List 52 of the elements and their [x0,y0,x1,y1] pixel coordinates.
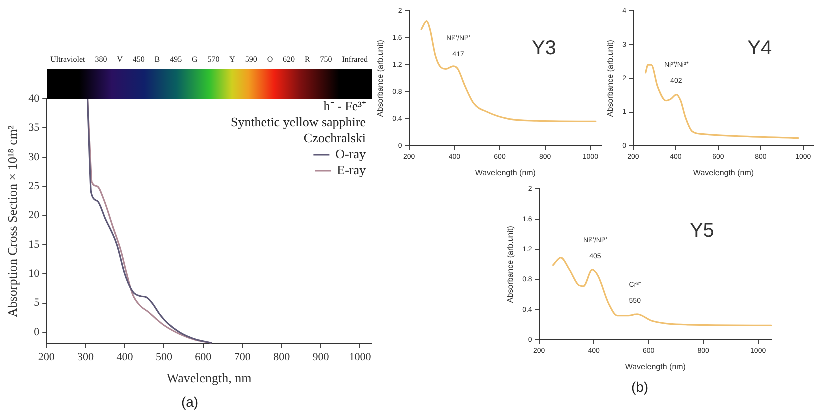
x-tick-label: 700 [234,352,252,364]
x-tick-label: 900 [312,352,330,364]
text: Infrared [342,55,368,64]
text: O [267,55,274,64]
text: V [117,55,123,64]
x-axis-title: Wavelength (nm) [625,362,686,372]
y-tick-label: 25 [28,180,40,192]
x-axis-title: Wavelength, nm [166,370,252,386]
x-tick-label: 200 [38,352,56,364]
text: 750 [320,55,332,64]
legend-label: O-ray [336,146,366,162]
x-tick-label: 300 [78,352,95,364]
x-tick-label: 1000 [349,352,372,364]
y-tick-label: 15 [28,238,40,251]
text: 380 [95,55,108,64]
y-tick-label: 5 [34,297,40,310]
text: (b) [630,379,650,395]
text: Y [230,55,236,64]
text: 590 [245,55,258,64]
y-tick-label: 35 [28,122,40,134]
x-axis-title: Wavelength (nm) [475,168,536,178]
x-axis-title: Wavelength (nm) [693,168,754,178]
legend-title: h⁻ - Fe³⁺ Synthetic yellow sapphire Czochralski [230,98,366,146]
x-tick-label: 400 [116,352,134,364]
text: R [304,55,310,64]
y-tick-label: 10 [28,268,40,280]
text: Y3 [532,37,556,60]
x-tick-label: 600 [195,352,212,364]
text: Ultraviolet [50,55,86,64]
y-axis-title: Absorbance (arb.unit) [506,226,516,304]
text: 495 [170,55,182,64]
y-tick-label: 0 [34,326,40,338]
y-tick-label: 30 [28,151,40,164]
text: B [154,55,160,64]
x-tick-label: 500 [156,352,173,364]
y-axis-title: Absorption Cross Section × 10¹⁸ cm² [5,126,20,318]
y-axis-title: Absorbance (arb.unit) [606,40,616,118]
text: Y4 [748,37,772,60]
text: (a) [180,394,200,410]
y-tick-label: 40 [28,92,40,105]
text: G [192,55,198,64]
y-tick-label: 20 [28,210,40,222]
text: 450 [132,55,145,64]
y-axis-title: Absorbance (arb.unit) [376,40,386,118]
text: Y5 [690,220,714,242]
legend-label: E-ray [337,162,366,178]
x-tick-label: 800 [274,352,291,364]
line-series [420,20,597,123]
text: 620 [283,55,296,64]
line-series [86,99,212,344]
line-series [552,257,772,326]
text: 570 [208,55,220,64]
